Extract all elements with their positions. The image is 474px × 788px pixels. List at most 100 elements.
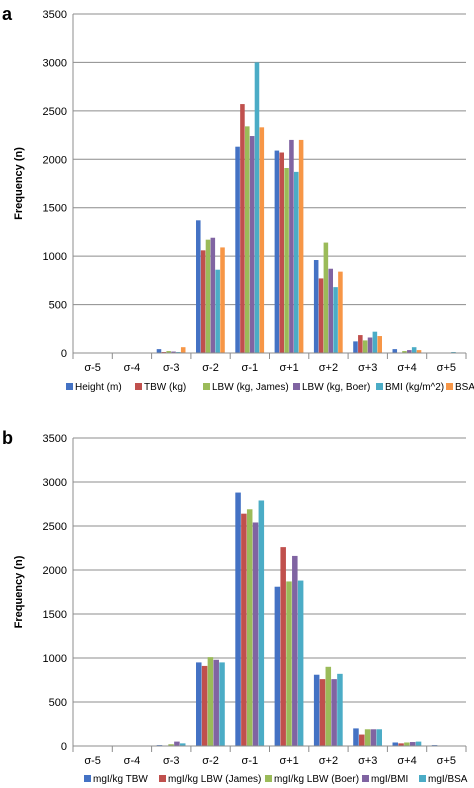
x-tick-label: σ+1: [279, 362, 298, 374]
bar: [358, 335, 363, 353]
bar: [286, 581, 292, 746]
bar: [328, 268, 333, 353]
bar: [252, 522, 259, 746]
bar: [274, 150, 280, 353]
bar: [404, 742, 410, 746]
legend-swatch: [376, 383, 383, 390]
bar: [333, 287, 338, 353]
y-tick-label: 3000: [43, 57, 67, 69]
bar: [353, 728, 359, 746]
bar: [219, 662, 225, 746]
bar: [313, 674, 320, 746]
y-axis-label: Frequency (n): [13, 555, 25, 628]
y-tick-label: 1500: [43, 609, 67, 621]
bar: [210, 237, 216, 353]
bar: [362, 340, 368, 353]
bar: [293, 171, 299, 353]
bar: [313, 260, 319, 353]
bar: [337, 673, 343, 746]
chart-panel-b: b 0 500 1000 1500 2000 2500 3000 3500 Frequency (…: [2, 428, 468, 785]
bar: [325, 666, 332, 746]
bar: [331, 679, 337, 746]
x-tick-label: σ-2: [202, 755, 219, 767]
bar: [280, 547, 286, 746]
y-tick-label: 0: [61, 348, 67, 360]
legend-swatch: [446, 383, 453, 390]
bar: [220, 247, 225, 353]
x-tick-label: σ+3: [358, 362, 377, 374]
y-tick-label: 2000: [43, 565, 67, 577]
y-tick-label: 2500: [43, 106, 67, 118]
bar: [392, 349, 398, 353]
legend-label: LBW (kg, Boer): [302, 382, 370, 393]
bar: [298, 139, 304, 353]
y-tick-label: 1000: [43, 653, 67, 665]
legend-label: mgI/kg LBW (James): [168, 774, 261, 785]
x-tick-label: σ+1: [279, 755, 298, 767]
x-tick-label: σ+5: [437, 362, 456, 374]
legend-swatch: [135, 383, 142, 390]
y-axis-label: Frequency (n): [13, 147, 25, 220]
bar: [235, 492, 241, 746]
bar: [171, 351, 176, 353]
bar: [372, 331, 378, 353]
y-tick-label: 2000: [43, 154, 67, 166]
bar: [409, 742, 416, 746]
bar: [353, 341, 358, 353]
y-tick-label: 2500: [43, 521, 67, 533]
x-tick-label: σ+2: [319, 755, 338, 767]
legend-label: LBW (kg, James): [212, 382, 289, 393]
x-tick-label: σ+4: [397, 755, 416, 767]
bar: [377, 336, 382, 353]
bar: [200, 250, 206, 353]
y-tick-label: 3500: [43, 9, 67, 21]
bar: [241, 513, 247, 746]
x-tick-label: σ-3: [163, 362, 180, 374]
bar: [207, 657, 214, 746]
legend-label: Height (m): [75, 382, 122, 393]
bar: [213, 659, 219, 746]
bar: [338, 271, 343, 353]
x-tick-label: σ+5: [437, 755, 456, 767]
bar: [284, 168, 289, 353]
bar: [179, 743, 186, 746]
legend-label: mgI/kg LBW (Boer): [274, 774, 359, 785]
bar: [235, 146, 240, 353]
bar: [240, 104, 245, 353]
x-tick-label: σ-3: [163, 755, 180, 767]
bar: [398, 743, 404, 746]
bar: [392, 742, 399, 746]
y-tick-label: 1500: [43, 203, 67, 215]
x-tick-label: σ-2: [202, 362, 219, 374]
legend-swatch: [419, 775, 426, 782]
bar: [318, 278, 324, 353]
legend-label: mgI/kg TBW: [93, 774, 148, 785]
y-tick-label: 500: [49, 697, 67, 709]
bar: [402, 351, 407, 353]
bar: [411, 347, 417, 353]
bar: [364, 729, 371, 746]
y-tick-label: 500: [49, 300, 67, 312]
panel-letter: b: [2, 428, 13, 448]
bar: [376, 729, 382, 746]
legend-label: BMI (kg/m^2): [385, 382, 444, 393]
y-tick-label: 3000: [43, 477, 67, 489]
bar: [416, 350, 422, 353]
panel-letter: a: [2, 4, 13, 24]
bar: [323, 242, 329, 353]
x-tick-label: σ-1: [242, 362, 259, 374]
bar: [196, 662, 202, 746]
legend-swatch: [66, 383, 73, 390]
bar: [279, 152, 285, 353]
bar: [249, 136, 255, 353]
bar: [258, 500, 265, 746]
bar: [180, 347, 186, 353]
bar: [415, 741, 422, 746]
legend-swatch: [293, 383, 300, 390]
legend-swatch: [265, 775, 272, 782]
legend-swatch: [84, 775, 91, 782]
bar: [174, 741, 180, 746]
bar: [259, 127, 265, 353]
legend-swatch: [362, 775, 369, 782]
